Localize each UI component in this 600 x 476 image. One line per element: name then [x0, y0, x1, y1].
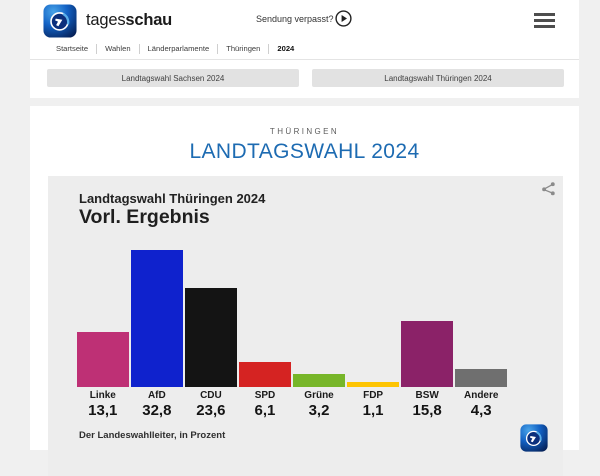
share-icon[interactable]	[541, 181, 556, 196]
bar-value-linke: 13,1	[88, 402, 118, 419]
menu-icon[interactable]	[534, 13, 555, 31]
missed-show-link[interactable]: Sendung verpasst?	[256, 14, 334, 24]
brand-wordmark[interactable]: tagesschau	[86, 11, 173, 29]
bar-value-bsw: 15,8	[412, 402, 442, 419]
bar-label-gruene: Grüne	[304, 390, 334, 401]
link-landtagswahl-sachsen[interactable]: Landtagswahl Sachsen 2024	[47, 69, 299, 87]
bar-spd	[239, 361, 291, 387]
chart-title: Landtagswahl Thüringen 2024	[79, 191, 266, 206]
bar-values-row: 13,1 32,8 23,6 6,1 3,2 1,1 15,8 4,3	[77, 402, 507, 419]
breadcrumb-laenderparlamente[interactable]: Länderparlamente	[147, 44, 210, 53]
bars-row	[77, 250, 507, 387]
bar-label-linke: Linke	[89, 390, 116, 401]
page-title: LANDTAGSWAHL 2024	[189, 140, 420, 163]
breadcrumb-2024[interactable]: 2024	[277, 44, 295, 53]
bar-linke	[77, 332, 129, 387]
bar-fdp	[347, 382, 399, 387]
bar-value-fdp: 1,1	[362, 402, 384, 419]
bar-labels-row: Linke AfD CDU SPD Grüne FDP BSW Andere	[77, 390, 507, 401]
bar-gruene	[293, 373, 345, 387]
tagesschau-logo-icon[interactable]	[43, 4, 77, 38]
site-header: tagesschau Sendung verpasst? Startseite …	[30, 0, 579, 98]
bar-value-afd: 32,8	[142, 402, 172, 419]
page-kicker: THÜRINGEN	[269, 127, 340, 136]
bar-value-spd: 6,1	[254, 402, 276, 419]
bar-label-afd: AfD	[147, 390, 166, 401]
breadcrumb-divider	[217, 43, 219, 54]
link-landtagswahl-thueringen[interactable]: Landtagswahl Thüringen 2024	[312, 69, 564, 87]
bar-label-bsw: BSW	[415, 390, 439, 401]
bar-andere	[455, 369, 507, 387]
bar-label-fdp: FDP	[363, 390, 384, 401]
breadcrumb-divider	[96, 43, 98, 54]
header-divider	[30, 59, 579, 60]
chart-subtitle: Vorl. Ergebnis	[79, 206, 210, 228]
bar-value-andere: 4,3	[470, 402, 492, 419]
bar-value-cdu: 23,6	[196, 402, 226, 419]
breadcrumb-thueringen[interactable]: Thüringen	[226, 44, 261, 53]
bar-value-gruene: 3,2	[308, 402, 330, 419]
bar-label-spd: SPD	[254, 390, 276, 401]
tagesschau-watermark-icon	[520, 424, 548, 452]
breadcrumb-divider	[268, 43, 270, 54]
play-icon[interactable]	[335, 10, 352, 27]
bar-bsw	[401, 321, 453, 387]
bar-label-andere: Andere	[463, 390, 499, 401]
breadcrumb-wahlen[interactable]: Wahlen	[105, 44, 131, 53]
main-content: THÜRINGEN LANDTAGSWAHL 2024 Landtagswahl…	[30, 106, 579, 476]
breadcrumb-startseite[interactable]: Startseite	[56, 44, 89, 53]
chart-source: Der Landeswahlleiter, in Prozent	[79, 430, 226, 441]
bar-label-cdu: CDU	[200, 390, 222, 401]
breadcrumb-divider	[138, 43, 140, 54]
breadcrumb: Startseite Wahlen Länderparlamente Thüri…	[48, 42, 302, 55]
bar-afd	[131, 250, 183, 387]
bar-cdu	[185, 288, 237, 387]
election-chart-card: Landtagswahl Thüringen 2024 Vorl. Ergebn…	[48, 176, 563, 476]
